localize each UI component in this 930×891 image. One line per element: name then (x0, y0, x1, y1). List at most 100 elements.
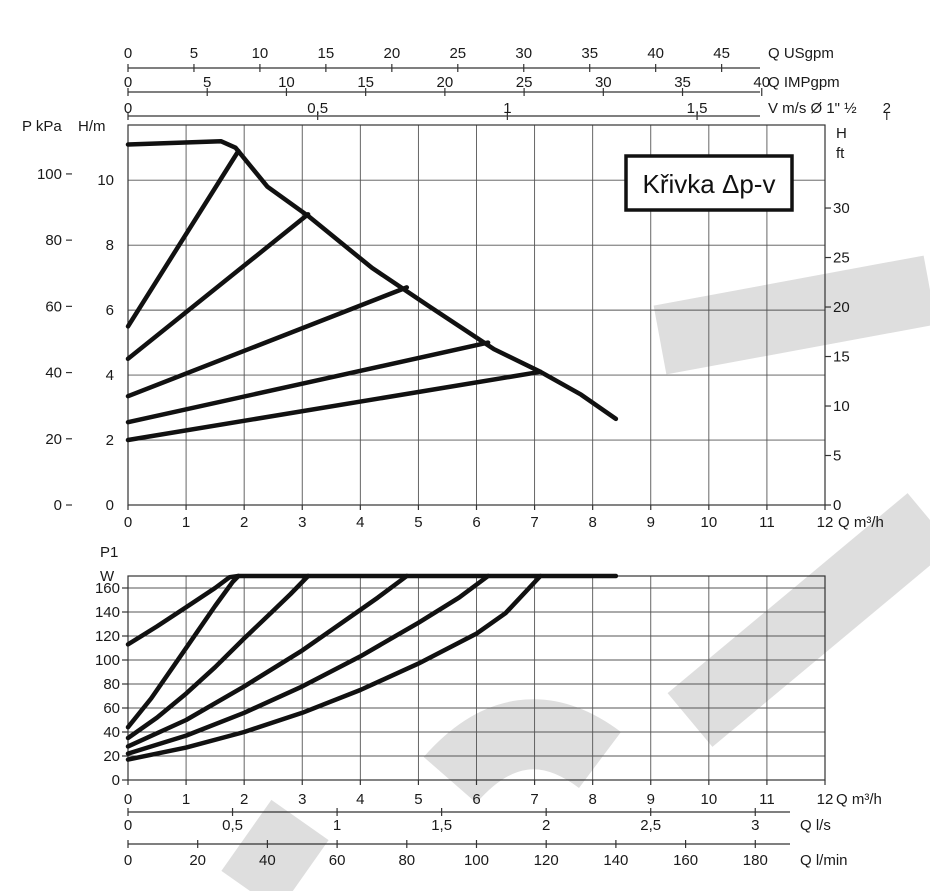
x-tick-label: 2 (240, 514, 248, 531)
bottom-axis-tick-label: 60 (329, 852, 346, 869)
y-tick-label-ft: 15 (833, 349, 850, 366)
top-axis-tick-label: 15 (357, 74, 374, 91)
top-axis-tick-label: 20 (383, 45, 400, 62)
y-tick-label-kpa: 40 (45, 365, 62, 382)
x-tick-label: 5 (414, 514, 422, 531)
top-axis-tick-label: 5 (203, 74, 211, 91)
x-tick-label: 8 (588, 514, 596, 531)
watermark-stroke (423, 699, 621, 804)
watermark-stroke (221, 799, 329, 891)
x-tick-label: 7 (530, 514, 538, 531)
power-series-step-5 (125, 573, 543, 762)
top-axis-tick-label: 0 (124, 74, 132, 91)
bottom-axis-label: Q l/s (800, 817, 831, 834)
y-tick-label: 60 (103, 700, 120, 717)
y-tick-label-kpa: 60 (45, 298, 62, 315)
y-tick-label: 40 (103, 724, 120, 741)
x-tick-label: 11 (759, 791, 775, 808)
top-axis-tick-label: 30 (595, 74, 612, 91)
top-axis-tick-label: 0,5 (307, 100, 328, 117)
y-tick-label: 80 (103, 676, 120, 693)
top-axis-tick-label: 35 (581, 45, 598, 62)
x-tick-label: 1 (182, 791, 190, 808)
y-tick-label-h: 8 (106, 237, 114, 254)
top-axis-tick-label: 1 (503, 100, 511, 117)
y-tick-label-ft: 30 (833, 200, 850, 217)
x-tick-label: 10 (700, 514, 717, 531)
y-tick-label-ft: 25 (833, 250, 850, 267)
x-tick-label: 3 (298, 514, 306, 531)
x-tick-label: 3 (298, 791, 306, 808)
power-series-step-2 (125, 573, 311, 741)
y-tick-label: 100 (95, 652, 120, 669)
y-axis-label-kpa: P kPa (22, 118, 62, 135)
top-axis-tick-label: 15 (318, 45, 335, 62)
watermark-stroke (667, 493, 930, 747)
y-tick-label-ft: 0 (833, 497, 841, 514)
y-axis-label-h: H/m (78, 118, 106, 135)
y-axis-unit: W (100, 568, 115, 585)
y-tick-label-h: 0 (106, 497, 114, 514)
chart-title: Křivka Δp-v (643, 169, 776, 199)
x-tick-label: 7 (530, 791, 538, 808)
top-axis-label: Q IMPgpm (768, 74, 840, 91)
y-tick-label-ft: 10 (833, 398, 850, 415)
y-tick-label: 20 (103, 748, 120, 765)
x-tick-label: 4 (356, 791, 364, 808)
top-axis-tick-label: 0 (124, 45, 132, 62)
x-tick-label: 0 (124, 791, 132, 808)
y-tick-label-kpa: 0 (54, 497, 62, 514)
top-axis-tick-label: 10 (278, 74, 295, 91)
y-tick-label-kpa: 80 (45, 232, 62, 249)
bottom-axis-tick-label: 2 (542, 817, 550, 834)
x-tick-label: 0 (124, 514, 132, 531)
power-series-step-1 (125, 573, 241, 730)
bottom-axis-tick-label: 160 (673, 852, 698, 869)
top-axis-tick-label: 40 (753, 74, 770, 91)
x-tick-label: 10 (700, 791, 717, 808)
y-tick-label: 140 (95, 604, 120, 621)
top-axis-tick-label: 10 (252, 45, 269, 62)
bottom-axis-tick-label: 3 (751, 817, 759, 834)
top-axis-tick-label: 25 (516, 74, 533, 91)
chart-title-box: Křivka Δp-v (624, 154, 794, 212)
x-tick-label: 6 (472, 514, 480, 531)
y-tick-label: 0 (112, 772, 120, 789)
watermark (221, 255, 930, 891)
y-tick-label-h: 4 (106, 367, 114, 384)
y-tick-label-ft: 20 (833, 299, 850, 316)
pressure-series-step-2 (125, 212, 311, 362)
pressure-series-step-5 (125, 369, 543, 443)
y-axis-label-right: H (836, 125, 847, 142)
top-axis-tick-label: 0 (124, 100, 132, 117)
x-tick-label: 11 (759, 514, 775, 531)
y-tick-label-kpa: 20 (45, 431, 62, 448)
x-tick-label: 12 (817, 791, 834, 808)
bottom-axis-tick-label: 1 (333, 817, 341, 834)
y-tick-label: 120 (95, 628, 120, 645)
pressure-series-step-4 (125, 340, 491, 425)
pressure-series-max (125, 138, 619, 422)
top-axis-tick-label: 45 (713, 45, 730, 62)
top-axis-tick-label: 20 (437, 74, 454, 91)
power-series-max (125, 573, 619, 647)
power-series-step-4 (125, 573, 491, 756)
y-tick-label-kpa: 100 (37, 166, 62, 183)
pressure-series-step-3 (125, 285, 410, 399)
top-axis-tick-label: 1,5 (687, 100, 708, 117)
x-tick-label: 9 (647, 791, 655, 808)
y-tick-label-h: 2 (106, 432, 114, 449)
top-axis-tick-label: 25 (449, 45, 466, 62)
top-axis-tick-label: 40 (647, 45, 664, 62)
top-axis-tick-label: 5 (190, 45, 198, 62)
bottom-axis-tick-label: 2,5 (640, 817, 661, 834)
top-axis-tick-label: 30 (515, 45, 532, 62)
y-tick-label-h: 10 (97, 172, 114, 189)
bottom-axis-tick-label: 80 (398, 852, 415, 869)
bottom-axis-tick-label: 140 (603, 852, 628, 869)
x-tick-label: 6 (472, 791, 480, 808)
x-tick-label: 5 (414, 791, 422, 808)
power-series-step-3 (125, 573, 410, 749)
x-tick-label: 1 (182, 514, 190, 531)
